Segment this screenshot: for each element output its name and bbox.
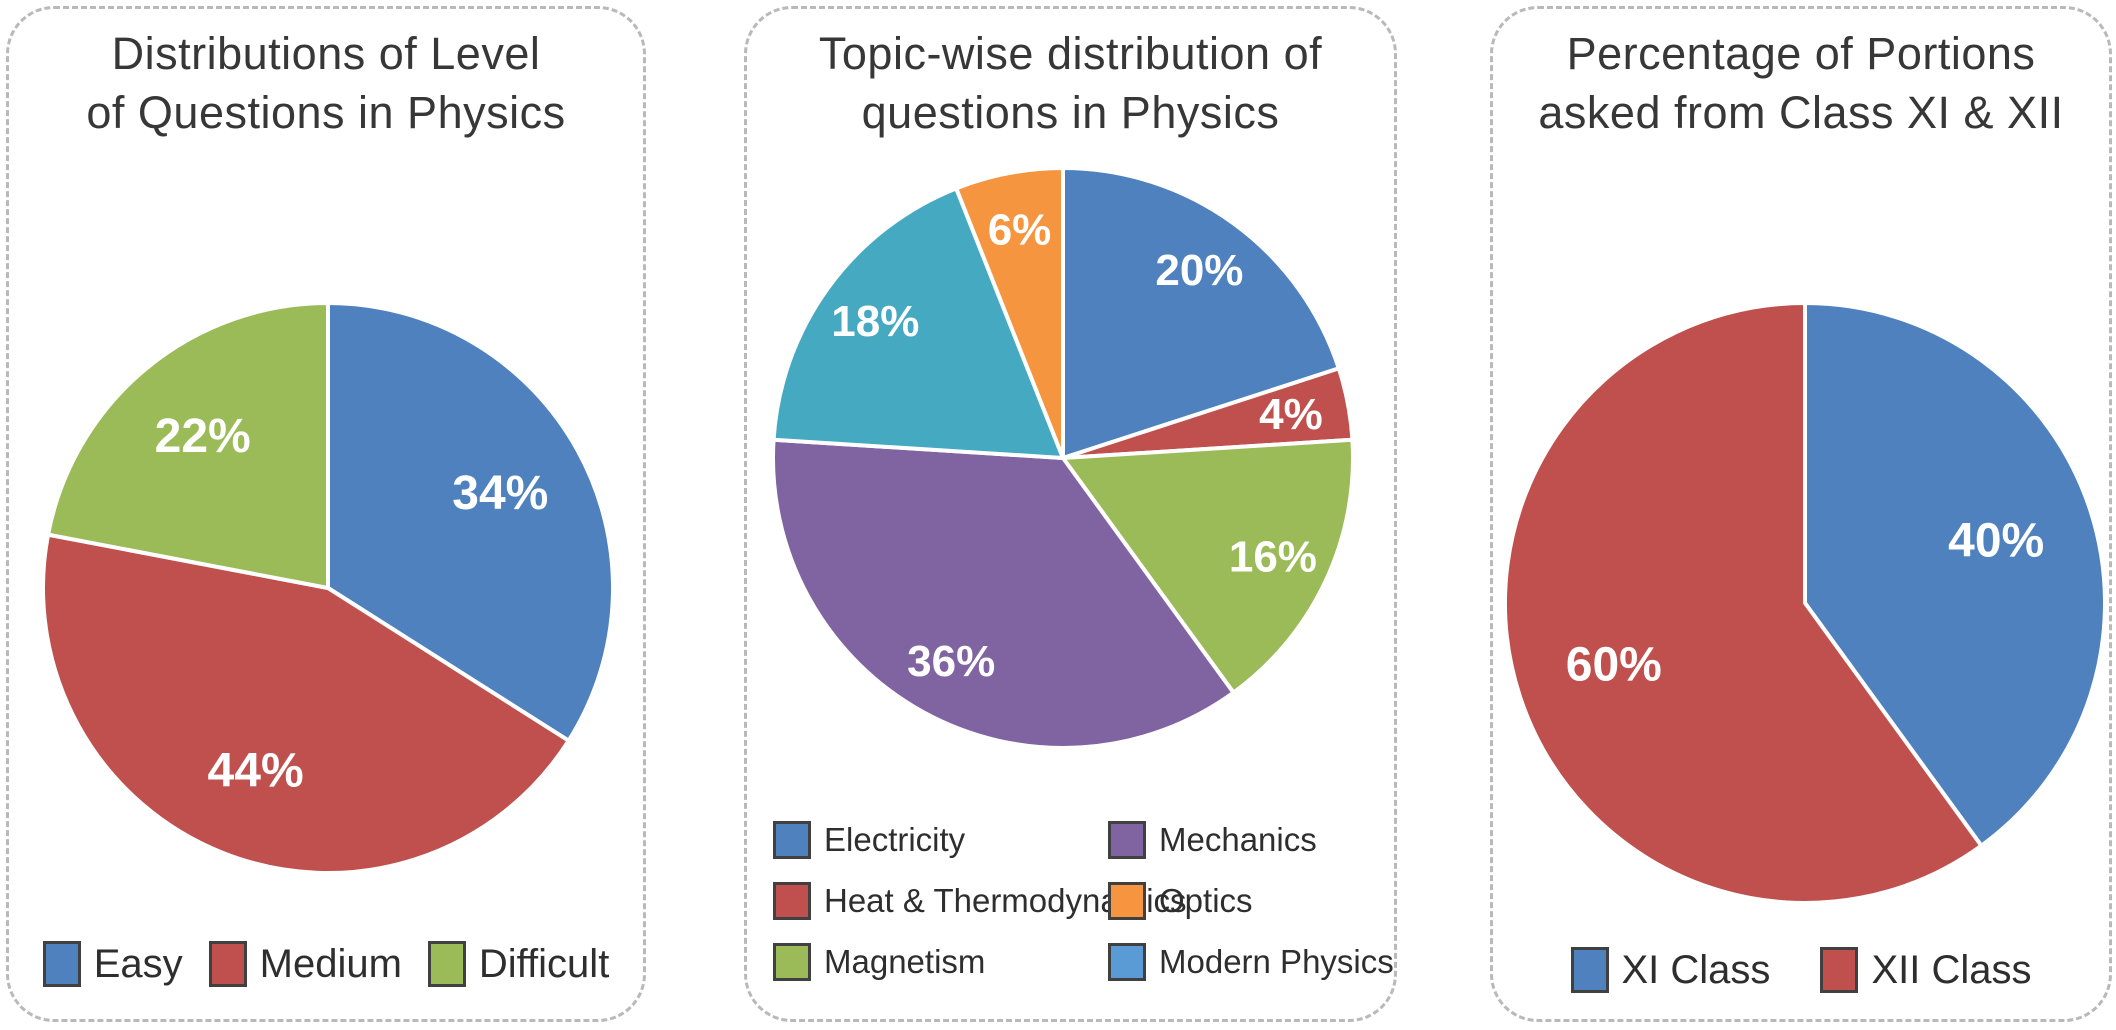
legend-label-easy: Easy [93, 941, 183, 986]
card-class-portions: Percentage of Portions asked from Class X… [1490, 6, 2112, 1022]
legend-item-magnetism: Magnetism [773, 943, 1108, 981]
slice-label-mechanics: 36% [907, 637, 995, 686]
title-line-1: Distributions of Level [111, 28, 541, 79]
legend-label-medium: Medium [259, 941, 402, 986]
legend-swatch-xi-class [1570, 947, 1609, 993]
title-line-1: Percentage of Portions [1566, 28, 2036, 79]
slice-label-magnetism: 16% [1229, 532, 1317, 581]
legend-item-modern-physics: Modern Physics [1108, 943, 1394, 981]
legend-swatch-easy [42, 941, 81, 987]
slice-label-xi-class: 40% [1948, 514, 2044, 567]
legend-label-difficult: Difficult [478, 941, 610, 986]
legend-swatch-electricity [773, 821, 811, 859]
pie-slice-xi-class [1803, 301, 2108, 848]
card-question-level-distribution: Distributions of Level of Questions in Ph… [6, 6, 646, 1022]
legend-class-portions: XI Class XII Class [1493, 947, 2109, 993]
pie-chart-class-portions: 40% 60% [1503, 301, 2108, 905]
legend-item-electricity: Electricity [773, 821, 1108, 859]
legend-item-xii-class: XII Class [1820, 947, 2031, 993]
pie-slice-medium [41, 532, 571, 875]
legend-swatch-heat-thermodynamics [773, 882, 811, 920]
slice-label-modern-physics: 18% [831, 297, 919, 346]
slice-label-medium: 44% [208, 744, 304, 797]
pie-slice-mechanics [771, 437, 1236, 750]
legend-swatch-difficult [427, 941, 466, 987]
legend-swatch-magnetism [773, 943, 811, 981]
pie-slice-xii-class [1503, 301, 1984, 905]
slice-label-optics: 6% [988, 206, 1052, 255]
title-line-2: of Questions in Physics [86, 86, 566, 138]
legend-topic-distribution: Electricity Mechanics Heat & Thermodynamic… [773, 821, 1394, 981]
legend-label-optics: Optics [1159, 882, 1253, 919]
legend-item-heat-thermodynamics: Heat & Thermodynamics [773, 882, 1187, 920]
slice-label-heat-thermodynamics: 4% [1259, 390, 1323, 439]
chart-title-topic-distribution: Topic-wise distribution of questions in P… [747, 25, 1394, 142]
legend-question-level: Easy Medium Difficult [9, 941, 643, 987]
legend-swatch-xii-class [1820, 947, 1859, 993]
pie-slice-optics [954, 166, 1065, 460]
legend-swatch-modern-physics [1108, 943, 1146, 981]
chart-title-question-level: Distributions of Level of Questions in Ph… [9, 25, 643, 142]
pie-slice-difficult [46, 301, 330, 590]
slice-label-xii-class: 60% [1566, 639, 1662, 692]
slice-label-difficult: 22% [155, 410, 251, 463]
legend-item-medium: Medium [208, 941, 402, 987]
legend-item-difficult: Difficult [427, 941, 610, 987]
legend-swatch-mechanics [1108, 821, 1146, 859]
legend-label-electricity: Electricity [824, 821, 966, 858]
pie-slice-electricity [1061, 166, 1341, 460]
legend-item-easy: Easy [42, 941, 183, 987]
legend-label-xi-class: XI Class [1621, 947, 1771, 992]
legend-item-mechanics: Mechanics [1108, 821, 1394, 859]
legend-item-optics: Optics [1108, 882, 1394, 920]
chart-title-class-portions: Percentage of Portions asked from Class X… [1493, 25, 2109, 142]
slice-label-electricity: 20% [1155, 246, 1243, 295]
legend-label-modern-physics: Modern Physics [1159, 943, 1394, 980]
pie-slice-modern-physics [771, 186, 1065, 460]
legend-swatch-optics [1108, 882, 1146, 920]
legend-label-xii-class: XII Class [1871, 947, 2032, 992]
card-topic-distribution: Topic-wise distribution of questions in P… [744, 6, 1397, 1022]
legend-label-mechanics: Mechanics [1159, 821, 1317, 858]
title-line-2: questions in Physics [861, 86, 1280, 138]
title-line-1: Topic-wise distribution of [818, 28, 1323, 79]
title-line-2: asked from Class XI & XII [1538, 86, 2064, 138]
pie-chart-question-level: 34% 44% 22% [41, 301, 615, 875]
legend-swatch-medium [208, 941, 247, 987]
legend-label-magnetism: Magnetism [824, 943, 986, 980]
legend-item-xi-class: XI Class [1570, 947, 1771, 993]
pie-slice-magnetism [1061, 437, 1355, 695]
slice-label-easy: 34% [452, 467, 548, 520]
pie-chart-topic-distribution: 20% 4% 16% 36% 18% 6% [771, 166, 1355, 750]
